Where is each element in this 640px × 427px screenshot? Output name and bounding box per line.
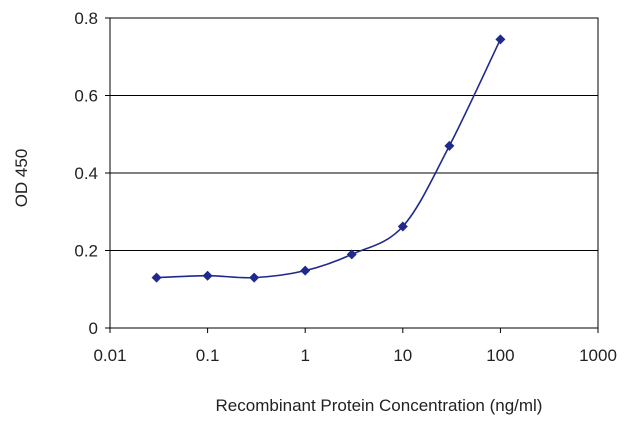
y-tick-label: 0.6 [74, 87, 98, 106]
data-point [346, 249, 357, 260]
x-axis: 0.01 0.1 1 10 100 1000 [93, 328, 617, 365]
data-point [397, 221, 408, 232]
x-tick-label: 0.01 [93, 346, 126, 365]
y-tick-label: 0.4 [74, 164, 98, 183]
y-axis-title: OD 450 [12, 149, 31, 208]
y-tick-label: 0 [89, 319, 98, 338]
y-tick-label: 0.2 [74, 242, 98, 261]
x-tick-label: 0.1 [196, 346, 220, 365]
data-point [202, 270, 213, 281]
x-tick-label: 100 [486, 346, 514, 365]
y-axis: 0 0.2 0.4 0.6 0.8 [74, 9, 110, 338]
grid-lines [110, 95, 598, 251]
y-tick-label: 0.8 [74, 9, 98, 28]
data-point [444, 140, 455, 151]
x-tick-label: 10 [393, 346, 412, 365]
x-axis-title: Recombinant Protein Concentration (ng/ml… [216, 396, 543, 415]
series-curve [156, 38, 502, 279]
x-tick-label: 1000 [579, 346, 617, 365]
data-point [495, 34, 506, 45]
data-points [151, 34, 506, 283]
data-point [300, 265, 311, 276]
data-point [151, 272, 162, 283]
x-tick-label: 1 [300, 346, 309, 365]
data-point [249, 272, 260, 283]
